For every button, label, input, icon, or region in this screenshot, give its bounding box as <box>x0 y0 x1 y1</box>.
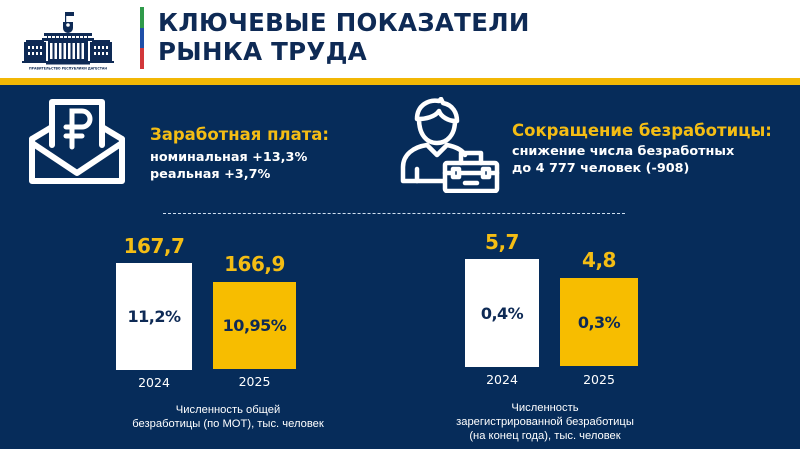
page-title: КЛЮЧЕВЫЕ ПОКАЗАТЕЛИ РЫНКА ТРУДА <box>158 8 530 66</box>
unemployment-reduction-line1: снижение числа безработных <box>512 144 735 159</box>
wages-nominal: номинальная +13,3% <box>150 150 308 165</box>
main-panel: Заработная плата: номинальная +13,3% реа… <box>0 85 800 449</box>
chart1-value-2025: 166,9 <box>224 252 285 276</box>
header: ПРАВИТЕЛЬСТВО РЕСПУБЛИКИ ДАГЕСТАН КЛЮЧЕВ… <box>0 0 800 78</box>
dagestan-flag-stripe <box>140 7 144 69</box>
chart2-bar-2025: 0,3% <box>560 278 638 366</box>
unemployment-reduction-line2: до 4 777 человек (-908) <box>512 161 690 176</box>
chart1-bar-2024: 11,2% <box>116 263 192 370</box>
chart2-year-2024: 2024 <box>486 372 518 387</box>
header-gold-stripe <box>0 78 800 85</box>
chart1-year-2025: 2025 <box>238 374 271 389</box>
chart1-rate-2024: 11,2% <box>127 307 181 326</box>
chart2-value-2024: 5,7 <box>485 230 519 254</box>
wages-real: реальная +3,7% <box>150 167 271 182</box>
unemployment-reduction-title: Сокращение безработицы: <box>512 121 772 140</box>
chart1-rate-2025: 10,95% <box>222 316 287 335</box>
chart1-caption: Численность общей безработицы (по МОТ), … <box>132 404 324 430</box>
svg-text:ПРАВИТЕЛЬСТВО РЕСПУБЛИКИ ДАГЕС: ПРАВИТЕЛЬСТВО РЕСПУБЛИКИ ДАГЕСТАН <box>29 67 107 71</box>
chart2-rate-2025: 0,3% <box>577 312 621 332</box>
chart1-value-2024: 167,7 <box>123 234 185 258</box>
chart1-bar-2025: 10,95% <box>213 282 296 369</box>
chart2-caption: Численность зарегистрированной безработи… <box>456 402 634 442</box>
chart2-rate-2024: 0,4% <box>480 303 524 323</box>
chart1-year-2024: 2024 <box>138 375 170 390</box>
chart2-value-2025: 4,8 <box>582 248 616 272</box>
envelope-ruble-icon <box>29 99 125 184</box>
dashed-divider <box>163 213 625 214</box>
chart2-bar-2024: 0,4% <box>465 259 539 367</box>
person-briefcase-icon <box>400 97 500 193</box>
wages-title: Заработная плата: <box>150 125 330 144</box>
page-title-line2: РЫНКА ТРУДА <box>158 37 368 66</box>
page-title-line1: КЛЮЧЕВЫЕ ПОКАЗАТЕЛИ <box>158 8 530 37</box>
chart2-year-2025: 2025 <box>583 372 615 387</box>
government-building-logo-icon: ПРАВИТЕЛЬСТВО РЕСПУБЛИКИ ДАГЕСТАН <box>22 12 114 71</box>
